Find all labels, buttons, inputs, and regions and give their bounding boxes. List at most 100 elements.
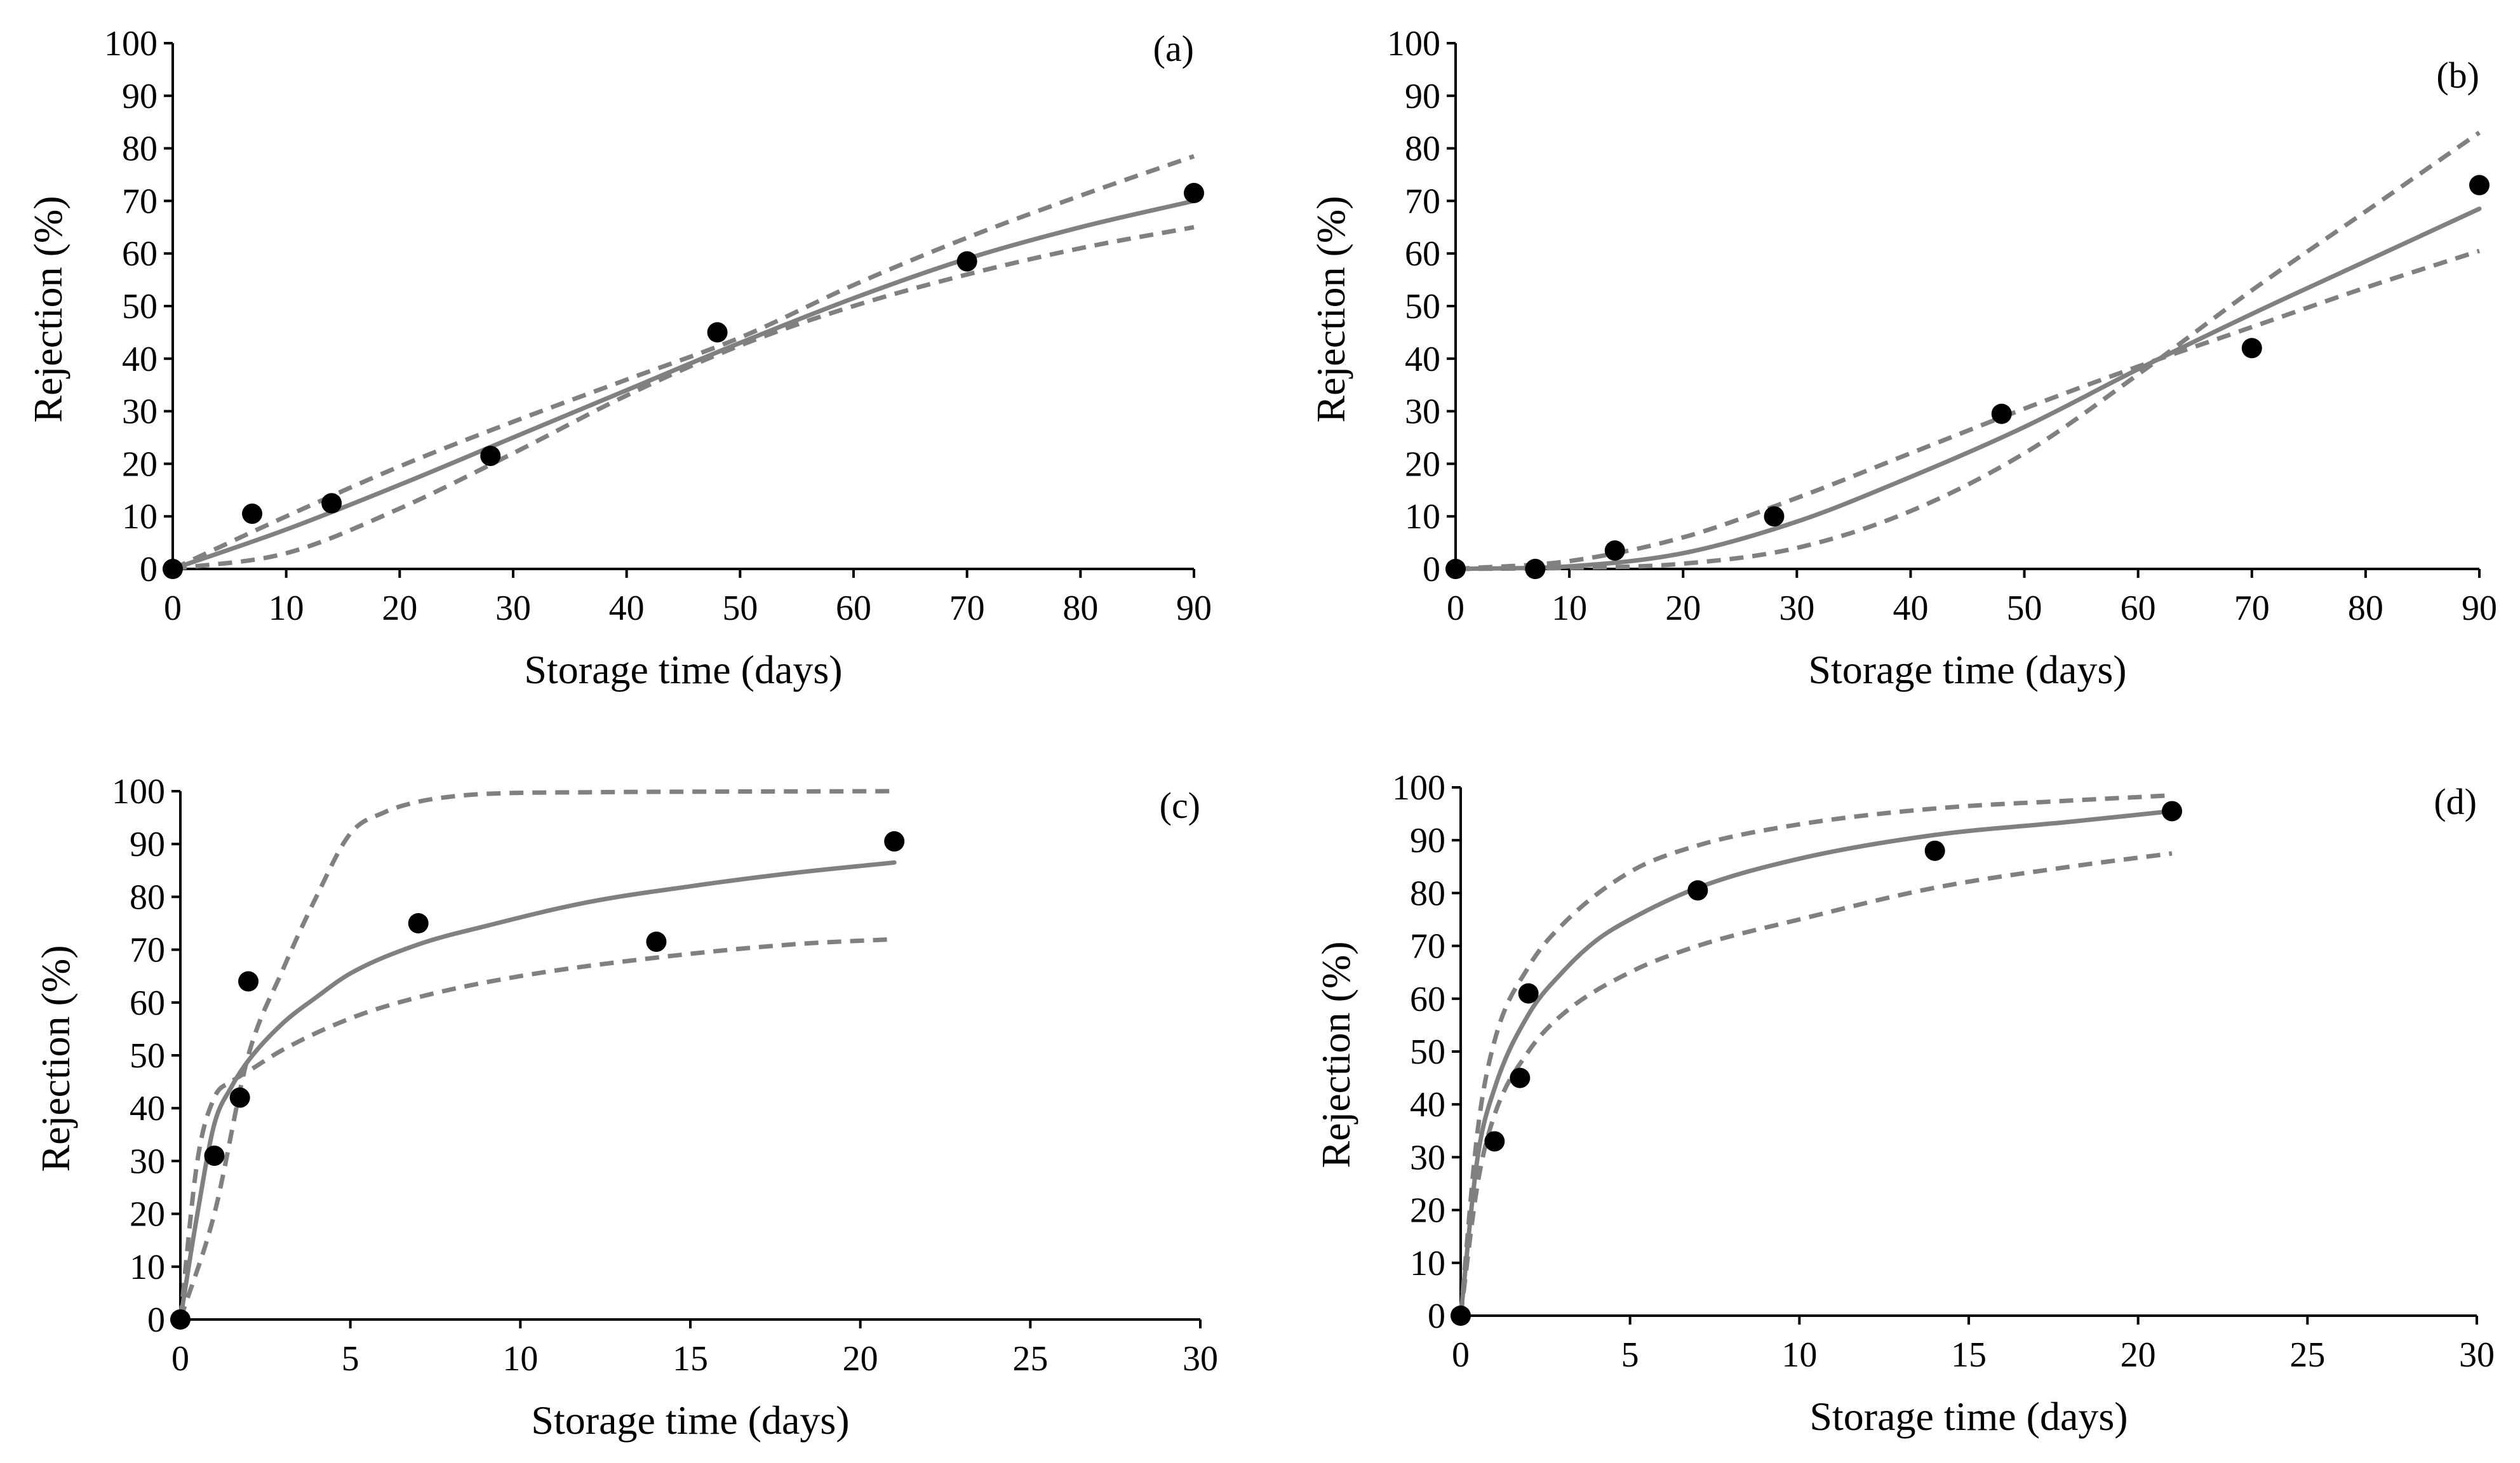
data-point bbox=[1525, 559, 1546, 579]
y-tick-label: 30 bbox=[130, 1142, 165, 1181]
data-point bbox=[707, 322, 728, 343]
y-tick-label: 30 bbox=[122, 392, 158, 432]
x-tick-label: 25 bbox=[2289, 1335, 2325, 1375]
y-tick-label: 60 bbox=[122, 234, 158, 274]
x-tick-label: 70 bbox=[949, 589, 985, 628]
x-tick-label: 70 bbox=[2234, 589, 2270, 628]
y-tick-label: 100 bbox=[1392, 768, 1445, 808]
model-fit-line bbox=[170, 198, 1196, 571]
x-tick-label: 60 bbox=[2121, 589, 2156, 628]
y-tick-label: 80 bbox=[130, 878, 165, 917]
y-tick-label: 70 bbox=[122, 182, 158, 221]
data-point bbox=[884, 831, 905, 852]
y-tick-label: 10 bbox=[130, 1248, 165, 1287]
chart-panel-2: 0 10 20 30 40 50 60 70 80 90 100 0 10 20 30 40 50 60 70 80 9… bbox=[1308, 24, 2497, 692]
x-tick-label: 15 bbox=[1951, 1335, 1987, 1375]
y-tick-label: 50 bbox=[1405, 287, 1440, 326]
y-tick-label: 40 bbox=[122, 340, 158, 379]
y-tick-label: 50 bbox=[122, 287, 158, 326]
data-point bbox=[321, 493, 342, 514]
x-tick-label: 30 bbox=[1779, 589, 1814, 628]
x-tick-label: 80 bbox=[2348, 589, 2383, 628]
x-tick-label: 0 bbox=[1447, 589, 1464, 628]
panel-label: (b) bbox=[2436, 55, 2479, 96]
data-point bbox=[204, 1146, 225, 1166]
data-point bbox=[170, 1309, 191, 1330]
y-axis-title: Rejection (%) bbox=[33, 945, 78, 1172]
y-tick-label: 40 bbox=[1405, 340, 1440, 379]
x-axis-title: Storage time (days) bbox=[1809, 1394, 2128, 1439]
x-tick-label: 0 bbox=[164, 589, 182, 628]
model-fit-line bbox=[1458, 808, 2175, 1318]
x-tick-label: 0 bbox=[1452, 1335, 1470, 1375]
data-point bbox=[1687, 880, 1708, 901]
y-tick-label: 30 bbox=[1405, 392, 1440, 432]
data-point bbox=[2469, 175, 2490, 196]
y-tick-label: 50 bbox=[130, 1036, 165, 1076]
y-tick-label: 100 bbox=[112, 772, 165, 812]
x-tick-label: 5 bbox=[342, 1339, 359, 1379]
y-tick-label: 0 bbox=[147, 1300, 165, 1340]
y-tick-label: 40 bbox=[130, 1089, 165, 1128]
data-point bbox=[1510, 1067, 1531, 1088]
y-tick-label: 100 bbox=[104, 24, 158, 63]
model-fit-line bbox=[178, 860, 897, 1322]
y-tick-label: 90 bbox=[122, 77, 158, 116]
y-axis-title: Rejection (%) bbox=[1313, 941, 1358, 1168]
x-tick-label: 10 bbox=[269, 589, 304, 628]
model-fit-line bbox=[1453, 206, 2482, 571]
x-tick-label: 40 bbox=[1893, 589, 1928, 628]
y-tick-label: 90 bbox=[1410, 821, 1445, 860]
x-tick-label: 30 bbox=[495, 589, 531, 628]
x-tick-label: 90 bbox=[1176, 589, 1212, 628]
y-tick-label: 40 bbox=[1410, 1085, 1445, 1125]
x-tick-label: 20 bbox=[382, 589, 417, 628]
y-tick-label: 10 bbox=[1410, 1244, 1445, 1283]
x-tick-label: 30 bbox=[2459, 1335, 2495, 1375]
x-tick-label: 0 bbox=[171, 1339, 189, 1379]
data-point bbox=[242, 504, 263, 524]
data-point bbox=[1445, 559, 1466, 579]
y-tick-label: 80 bbox=[122, 130, 158, 169]
x-axis-title: Storage time (days) bbox=[531, 1398, 849, 1443]
x-tick-label: 10 bbox=[502, 1339, 538, 1379]
confidence-bound-line bbox=[171, 154, 1195, 571]
y-tick-label: 10 bbox=[1405, 497, 1440, 537]
confidence-bound-line bbox=[1455, 248, 2481, 571]
y-tick-label: 20 bbox=[130, 1195, 165, 1234]
x-axis-title: Storage time (days) bbox=[1808, 647, 2126, 692]
confidence-bound-line bbox=[178, 937, 895, 1320]
y-tick-label: 0 bbox=[1428, 1297, 1445, 1336]
x-tick-label: 90 bbox=[2462, 589, 2497, 628]
data-point bbox=[408, 913, 429, 933]
y-tick-label: 70 bbox=[1405, 182, 1440, 221]
y-tick-label: 80 bbox=[1405, 130, 1440, 169]
y-tick-label: 100 bbox=[1387, 24, 1440, 63]
confidence-bound-line bbox=[172, 225, 1195, 571]
x-tick-label: 60 bbox=[836, 589, 871, 628]
y-tick-label: 30 bbox=[1410, 1138, 1445, 1177]
y-tick-label: 10 bbox=[122, 497, 158, 537]
y-axis-title: Rejection (%) bbox=[25, 196, 70, 422]
data-point bbox=[2162, 801, 2182, 822]
confidence-bound-line bbox=[1458, 793, 2173, 1316]
x-tick-label: 10 bbox=[1781, 1335, 1817, 1375]
y-tick-label: 90 bbox=[1405, 77, 1440, 116]
y-tick-label: 60 bbox=[130, 984, 165, 1023]
x-tick-label: 50 bbox=[722, 589, 758, 628]
data-point bbox=[1991, 403, 2012, 424]
data-point bbox=[2241, 338, 2262, 359]
y-tick-label: 20 bbox=[1405, 444, 1440, 484]
chart-panel-1: 0 10 20 30 40 50 60 70 80 90 100 0 10 20 30 40 50 60 70 80 9… bbox=[25, 24, 1212, 692]
confidence-bound-line bbox=[1458, 851, 2173, 1316]
data-point bbox=[956, 251, 977, 272]
chart-panel-3: 0 10 20 30 40 50 60 70 80 90 100 0 5 10 15 20 25 30 Storag… bbox=[33, 772, 1218, 1443]
x-axis-title: Storage time (days) bbox=[524, 647, 842, 692]
data-point bbox=[163, 559, 183, 579]
y-axis-title: Rejection (%) bbox=[1308, 196, 1353, 422]
data-point bbox=[1764, 506, 1785, 527]
confidence-bound-line bbox=[1455, 130, 2481, 571]
y-tick-label: 80 bbox=[1410, 874, 1445, 913]
y-tick-label: 60 bbox=[1405, 234, 1440, 274]
